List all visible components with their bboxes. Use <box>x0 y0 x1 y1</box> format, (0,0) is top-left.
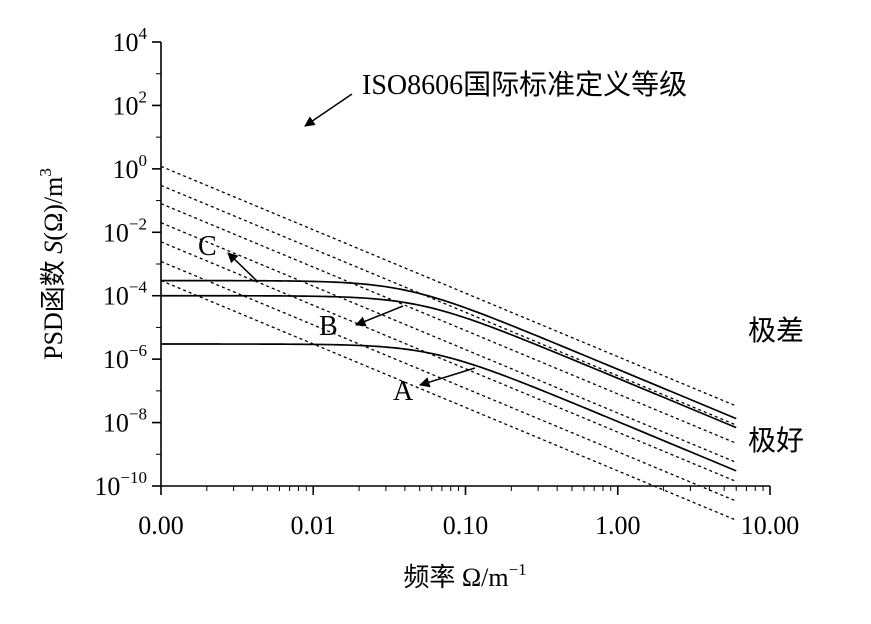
iso-class-line <box>160 184 737 426</box>
y-axis-ticks: 104 102 100 10−2 10−4 10−6 10−8 10−10 <box>94 24 161 501</box>
x-tick-label: 0.10 <box>443 511 489 540</box>
series-a-label: A <box>393 376 414 407</box>
series-a-line <box>161 343 737 472</box>
y-tick-label: 10−6 <box>103 341 147 374</box>
y-tick-label: 10−4 <box>103 278 148 311</box>
iso-annotation-arrow <box>304 93 353 127</box>
x-axis-ticks: 0.00 0.01 0.10 1.00 10.00 <box>138 486 799 540</box>
x-tick-label: 0.01 <box>291 511 337 540</box>
y-tick-label: 10−2 <box>103 214 147 247</box>
iso-class-line <box>160 260 737 502</box>
y-tick-label: 10−10 <box>94 468 147 501</box>
iso-class-line <box>160 279 737 521</box>
iso-class-line <box>160 241 737 483</box>
x-axis-title: 频率 Ω/m−1 <box>403 560 526 592</box>
series-b-label: B <box>319 311 338 342</box>
best-grade-label: 极好 <box>748 425 804 457</box>
x-tick-label: 1.00 <box>595 511 641 540</box>
iso-class-line <box>160 222 737 463</box>
series-c-arrow <box>227 252 259 283</box>
x-tick-label: 0.00 <box>138 511 184 540</box>
x-tick-label: 10.00 <box>741 511 800 540</box>
y-axis-title: PSD函数 S(Ω)/m3 <box>36 168 68 360</box>
annotations: ISO8606国际标准定义等级 极差 极好 C B A <box>198 69 804 457</box>
y-tick-label: 10−8 <box>103 405 147 438</box>
y-tick-label: 104 <box>113 24 148 57</box>
series-c-label: C <box>198 231 217 262</box>
series-b-line <box>161 294 737 429</box>
iso-class-line <box>160 165 737 407</box>
iso-annotation-label: ISO8606国际标准定义等级 <box>362 69 687 101</box>
iso-class-line <box>160 203 737 444</box>
series-c-line <box>161 279 737 420</box>
series-b-arrow <box>355 305 404 327</box>
series-a-arrow <box>418 367 476 388</box>
y-tick-label: 100 <box>113 151 148 184</box>
worst-grade-label: 极差 <box>748 315 804 347</box>
y-tick-label: 102 <box>113 87 148 120</box>
